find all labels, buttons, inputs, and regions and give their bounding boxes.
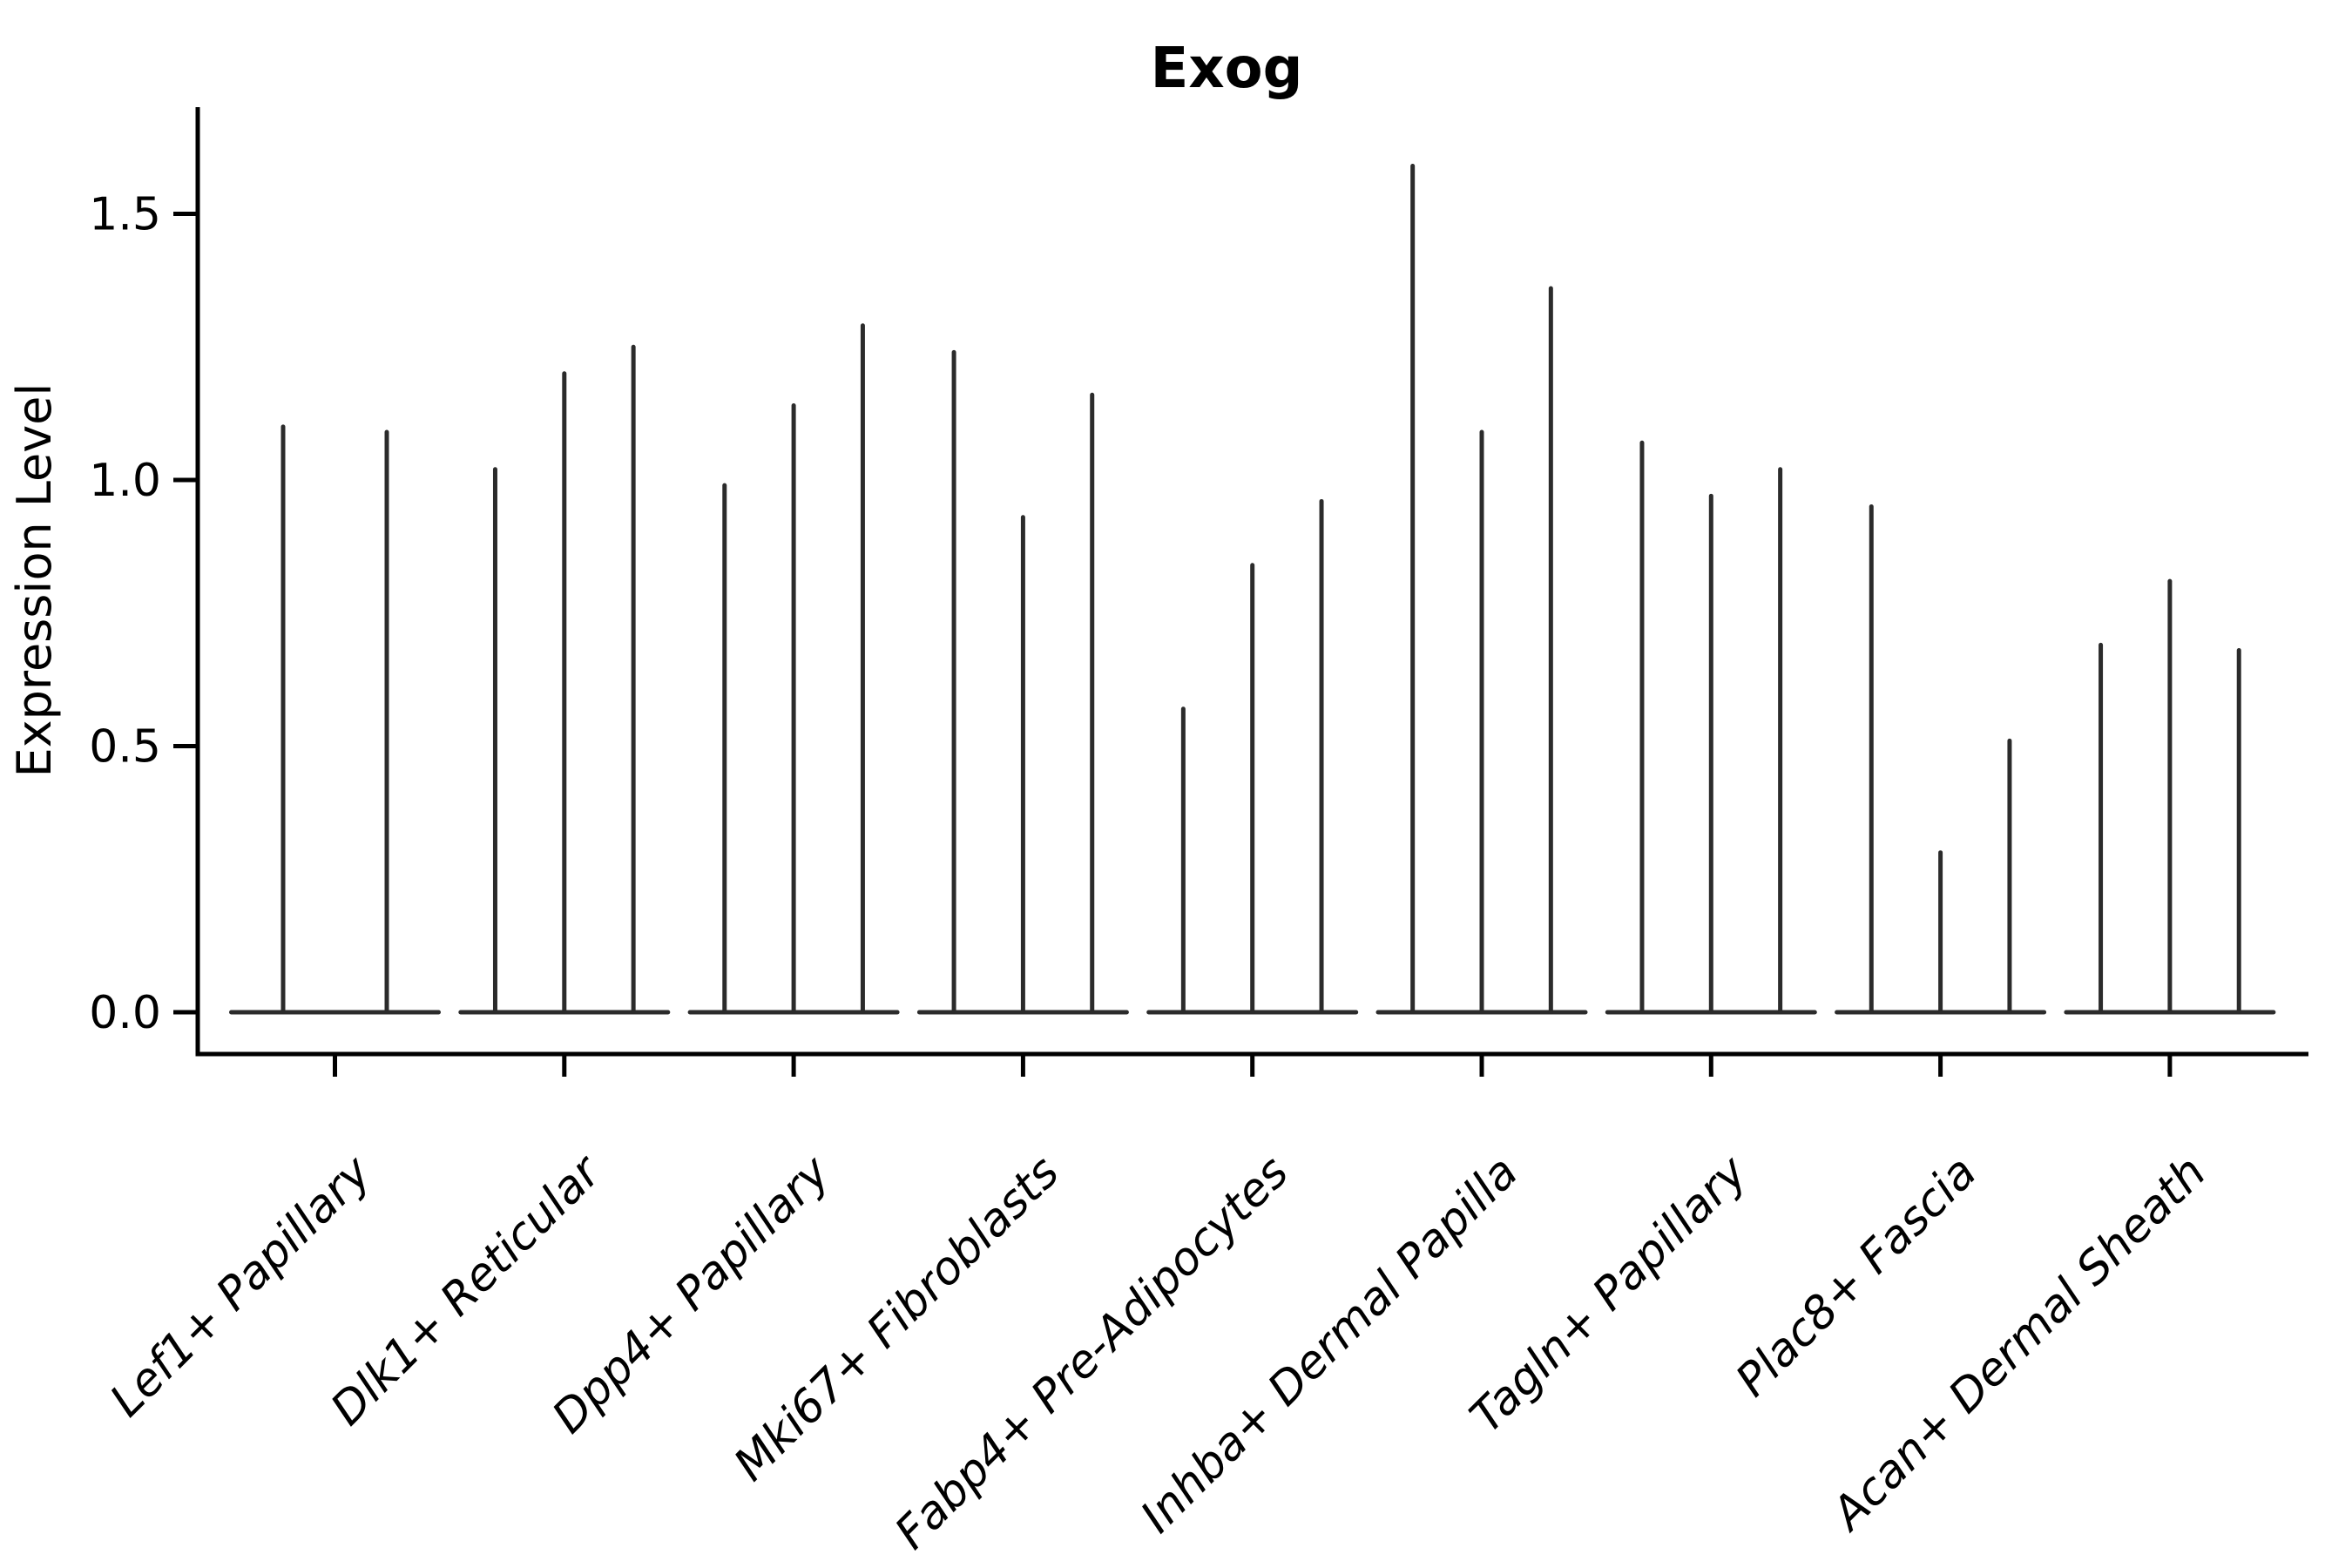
- y-axis-label: Expression Level: [7, 383, 62, 778]
- violin-group: [916, 349, 1129, 1015]
- violin-group: [458, 344, 671, 1015]
- violin-group: [687, 323, 900, 1015]
- violin-group: [2064, 578, 2276, 1015]
- violin-group: [1605, 440, 1817, 1015]
- x-tick-label: Fabp4+ Pre-Adipocytes: [885, 1146, 1299, 1560]
- y-tick-label: 0.0: [89, 987, 161, 1039]
- violin-series: [229, 164, 2276, 1015]
- y-tick-label: 0.5: [89, 721, 161, 774]
- y-tick-label: 1.0: [89, 455, 161, 507]
- y-tick-label: 1.5: [89, 189, 161, 241]
- chart-title: Exog: [1151, 37, 1303, 101]
- violin-group: [1375, 164, 1588, 1015]
- x-tick-label: Inhba+ Dermal Papilla: [1131, 1146, 1528, 1544]
- x-tick-label: Acan+ Dermal Sheath: [1821, 1146, 2216, 1542]
- violin-group: [229, 424, 441, 1015]
- violin-group: [1146, 498, 1359, 1015]
- x-tick-label: Plac8+ Fascia: [1727, 1146, 1987, 1407]
- violin-group: [1835, 504, 2047, 1015]
